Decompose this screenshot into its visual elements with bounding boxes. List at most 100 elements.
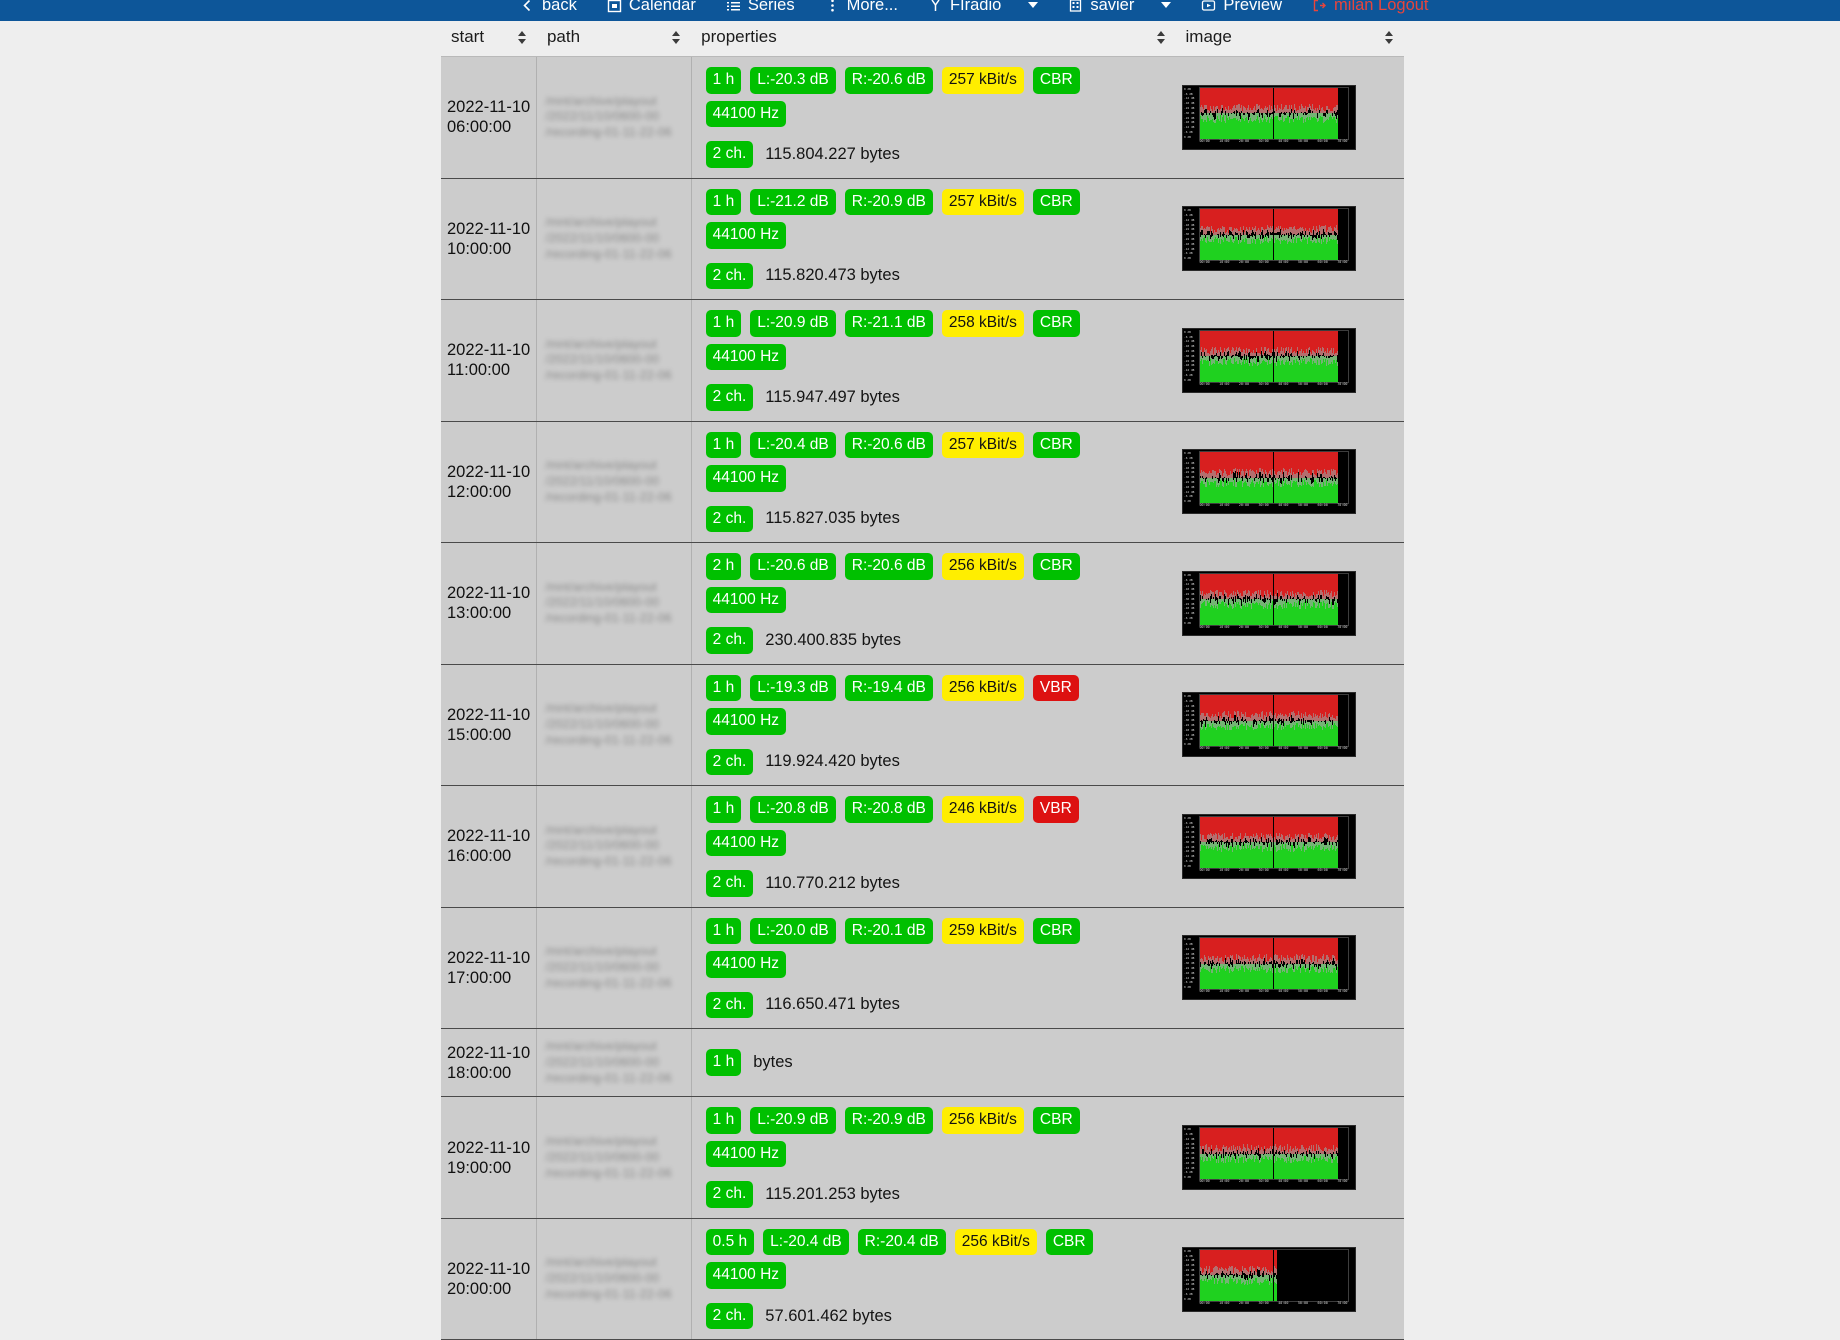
- waveform-y-tick: -18 dB: [1184, 953, 1198, 956]
- badge-samplerate: 44100 Hz: [706, 830, 786, 857]
- cell-image[interactable]: 0 dB-6 dB-12 dB-18 dB-24 dB-30 dB-24 dB-…: [1176, 1097, 1405, 1219]
- waveform-y-tick: -6 dB: [1184, 822, 1198, 825]
- redacted-path-line: /2022/11/10/0600-00: [545, 838, 682, 854]
- redacted-path-line: /mnt/archive/playout: [545, 337, 682, 353]
- waveform-y-tick: 0 dB: [1184, 817, 1198, 820]
- waveform-thumbnail[interactable]: 0 dB-6 dB-12 dB-18 dB-24 dB-30 dB-24 dB-…: [1182, 206, 1356, 271]
- redacted-path-line: /recording-01-11-22-06: [545, 854, 682, 870]
- redacted-path: /mnt/archive/playout/2022/11/10/0600-00/…: [545, 215, 682, 262]
- redacted-path-line: /mnt/archive/playout: [545, 1134, 682, 1150]
- waveform-y-tick: -12 dB: [1184, 855, 1198, 858]
- cell-path[interactable]: /mnt/archive/playout/2022/11/10/0600-00/…: [537, 421, 691, 543]
- waveform-thumbnail[interactable]: 0 dB-6 dB-12 dB-18 dB-24 dB-30 dB-24 dB-…: [1182, 935, 1356, 1000]
- waveform-thumbnail[interactable]: 0 dB-6 dB-12 dB-18 dB-24 dB-30 dB-24 dB-…: [1182, 449, 1356, 514]
- waveform-y-tick: 0 dB: [1184, 938, 1198, 941]
- column-header-properties[interactable]: properties: [691, 21, 1175, 57]
- waveform-thumbnail[interactable]: 0 dB-6 dB-12 dB-18 dB-24 dB-30 dB-24 dB-…: [1182, 571, 1356, 636]
- waveform-x-tick: 30:00: [1259, 990, 1269, 993]
- waveform-y-axis: 0 dB-6 dB-12 dB-18 dB-24 dB-30 dB-24 dB-…: [1184, 331, 1199, 382]
- column-header-path[interactable]: path: [537, 21, 691, 57]
- waveform-thumbnail[interactable]: 0 dB-6 dB-12 dB-18 dB-24 dB-30 dB-24 dB-…: [1182, 814, 1356, 879]
- cell-path[interactable]: /mnt/archive/playout/2022/11/10/0600-00/…: [537, 57, 691, 179]
- waveform-y-tick: -12 dB: [1184, 826, 1198, 829]
- waveform-thumbnail[interactable]: 0 dB-6 dB-12 dB-18 dB-24 dB-30 dB-24 dB-…: [1182, 85, 1356, 150]
- waveform-y-tick: -12 dB: [1184, 491, 1198, 494]
- cell-image[interactable]: 0 dB-6 dB-12 dB-18 dB-24 dB-30 dB-24 dB-…: [1176, 543, 1405, 665]
- nav-preview-button[interactable]: Preview: [1201, 0, 1282, 15]
- cell-path[interactable]: /mnt/archive/playout/2022/11/10/0600-00/…: [537, 907, 691, 1029]
- cell-image[interactable]: 0 dB-6 dB-12 dB-18 dB-24 dB-30 dB-24 dB-…: [1176, 178, 1405, 300]
- badge-channels: 2 ch.: [706, 992, 754, 1019]
- badge-encoding-mode: VBR: [1033, 675, 1079, 702]
- cell-path[interactable]: /mnt/archive/playout/2022/11/10/0600-00/…: [537, 300, 691, 422]
- nav-logout-label: milan Logout: [1334, 0, 1428, 15]
- cell-path[interactable]: /mnt/archive/playout/2022/11/10/0600-00/…: [537, 178, 691, 300]
- file-size-text: 110.770.212 bytes: [765, 874, 900, 893]
- badge-samplerate: 44100 Hz: [706, 465, 786, 492]
- nav-client-selector[interactable]: savier: [1068, 0, 1171, 15]
- file-size-text: 115.804.227 bytes: [765, 145, 900, 164]
- nav-series-button[interactable]: Series: [726, 0, 795, 15]
- waveform-thumbnail[interactable]: 0 dB-6 dB-12 dB-18 dB-24 dB-30 dB-24 dB-…: [1182, 692, 1356, 757]
- row-date: 2022-11-10: [447, 462, 528, 482]
- waveform-y-tick: -24 dB: [1184, 846, 1198, 849]
- waveform-bar: [1337, 209, 1338, 230]
- cell-path[interactable]: /mnt/archive/playout/2022/11/10/0600-00/…: [537, 1097, 691, 1219]
- cell-path[interactable]: /mnt/archive/playout/2022/11/10/0600-00/…: [537, 664, 691, 786]
- redacted-path-line: /2022/11/10/0600-00: [545, 109, 682, 125]
- cell-image[interactable]: 0 dB-6 dB-12 dB-18 dB-24 dB-30 dB-24 dB-…: [1176, 664, 1405, 786]
- waveform-y-tick: -30 dB: [1184, 598, 1198, 601]
- nav-more-button[interactable]: More...: [825, 0, 898, 15]
- chevron-down-icon[interactable]: [1161, 2, 1171, 8]
- nav-back-button[interactable]: back: [520, 0, 577, 15]
- badge-bitrate: 258 kBit/s: [942, 310, 1024, 337]
- sort-toggle-start-icon[interactable]: [518, 30, 527, 45]
- cell-image[interactable]: 0 dB-6 dB-12 dB-18 dB-24 dB-30 dB-24 dB-…: [1176, 786, 1405, 908]
- waveform-x-tick: 10:00: [1219, 504, 1229, 507]
- waveform-right-channel: [1200, 478, 1348, 504]
- waveform-y-tick: -18 dB: [1184, 1162, 1198, 1165]
- waveform-x-tick: 10:00: [1219, 261, 1229, 264]
- nav-calendar-button[interactable]: Calendar: [607, 0, 696, 15]
- waveform-y-tick: -12 dB: [1184, 1167, 1198, 1170]
- sort-toggle-image-icon[interactable]: [1385, 30, 1394, 45]
- nav-logout-button[interactable]: milan Logout: [1312, 0, 1428, 15]
- cell-image[interactable]: 0 dB-6 dB-12 dB-18 dB-24 dB-30 dB-24 dB-…: [1176, 421, 1405, 543]
- waveform-thumbnail[interactable]: 0 dB-6 dB-12 dB-18 dB-24 dB-30 dB-24 dB-…: [1182, 1125, 1356, 1190]
- sort-toggle-path-icon[interactable]: [672, 30, 681, 45]
- column-header-image[interactable]: image: [1176, 21, 1405, 57]
- column-header-start[interactable]: start: [441, 21, 537, 57]
- sort-toggle-properties-icon[interactable]: [1157, 30, 1166, 45]
- nav-station-selector[interactable]: FIradio: [928, 0, 1038, 15]
- waveform-bar: [1337, 331, 1338, 351]
- waveform-y-tick: -24 dB: [1184, 107, 1198, 110]
- waveform-bar: [1337, 938, 1338, 960]
- cell-path[interactable]: /mnt/archive/playout/2022/11/10/0600-00/…: [537, 1029, 691, 1097]
- waveform-x-tick: 40:00: [1278, 990, 1288, 993]
- waveform-y-tick: -30 dB: [1184, 1152, 1198, 1155]
- cell-path[interactable]: /mnt/archive/playout/2022/11/10/0600-00/…: [537, 786, 691, 908]
- redacted-path-line: /mnt/archive/playout: [545, 458, 682, 474]
- waveform-y-tick: -12 dB: [1184, 948, 1198, 951]
- cell-image[interactable]: 0 dB-6 dB-12 dB-18 dB-24 dB-30 dB-24 dB-…: [1176, 300, 1405, 422]
- waveform-bar: [1337, 817, 1338, 835]
- cell-image[interactable]: 0 dB-6 dB-12 dB-18 dB-24 dB-30 dB-24 dB-…: [1176, 907, 1405, 1029]
- waveform-x-tick: 70:00: [1337, 140, 1347, 143]
- cell-image[interactable]: 0 dB-6 dB-12 dB-18 dB-24 dB-30 dB-24 dB-…: [1176, 57, 1405, 179]
- cell-path[interactable]: /mnt/archive/playout/2022/11/10/0600-00/…: [537, 543, 691, 665]
- waveform-thumbnail[interactable]: 0 dB-6 dB-12 dB-18 dB-24 dB-30 dB-24 dB-…: [1182, 328, 1356, 393]
- waveform-y-tick: -30 dB: [1184, 962, 1198, 965]
- chevron-down-icon[interactable]: [1028, 2, 1038, 8]
